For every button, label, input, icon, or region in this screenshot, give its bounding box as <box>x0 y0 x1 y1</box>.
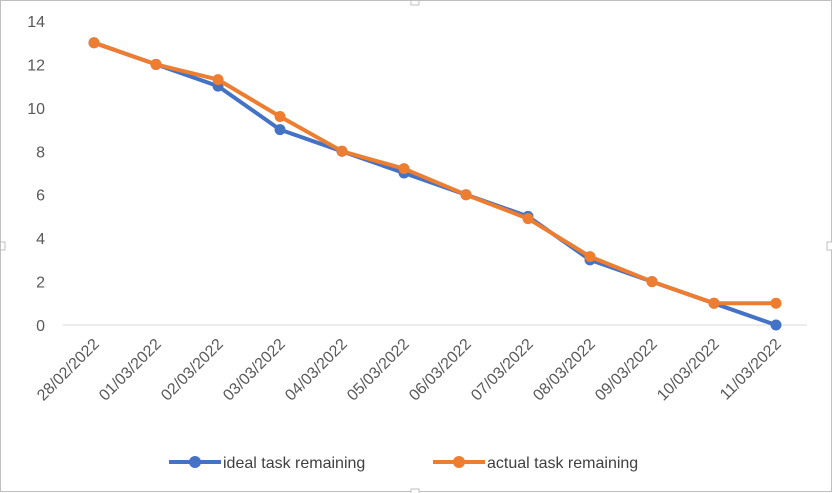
y-axis: 0 2 4 6 8 10 12 14 <box>27 14 45 335</box>
data-point <box>274 124 286 136</box>
legend-marker-icon <box>453 456 465 468</box>
x-tick-label: 06/03/2022 <box>406 336 475 405</box>
legend-item-2: actual task remaining <box>433 455 638 472</box>
y-tick-label: 4 <box>36 231 45 248</box>
data-point <box>770 297 782 309</box>
y-tick-label: 12 <box>27 57 45 74</box>
y-tick-label: 2 <box>36 275 45 292</box>
x-tick-label: 01/03/2022 <box>96 336 165 405</box>
plot-area <box>88 37 782 331</box>
x-tick-label: 04/03/2022 <box>282 336 351 405</box>
x-tick-label: 05/03/2022 <box>344 336 413 405</box>
resize-handle-top[interactable] <box>410 1 420 6</box>
x-tick-label: 07/03/2022 <box>468 336 537 405</box>
x-axis: 28/02/202201/03/202202/03/202203/03/2022… <box>34 324 807 405</box>
data-point <box>88 37 100 49</box>
data-point <box>212 74 224 86</box>
data-point <box>584 251 596 263</box>
x-tick-label: 08/03/2022 <box>530 336 599 405</box>
x-tick-label: 09/03/2022 <box>592 336 661 405</box>
resize-handle-right[interactable] <box>826 241 832 251</box>
data-point <box>646 276 658 288</box>
x-tick-label: 28/02/2022 <box>34 336 103 405</box>
legend-marker-icon <box>189 456 201 468</box>
y-tick-label: 10 <box>27 101 45 118</box>
legend-label: ideal task remaining <box>223 455 365 472</box>
x-tick-label: 11/03/2022 <box>717 336 785 404</box>
x-tick-label: 03/03/2022 <box>220 336 289 405</box>
data-point <box>460 189 472 201</box>
resize-handle-left[interactable] <box>1 241 6 251</box>
y-tick-label: 8 <box>36 144 45 161</box>
legend-label: actual task remaining <box>487 455 638 472</box>
y-tick-label: 14 <box>27 14 45 31</box>
data-point <box>770 319 782 331</box>
data-point <box>274 111 286 123</box>
series-line-2 <box>92 40 778 306</box>
legend-item-1: ideal task remaining <box>169 455 365 472</box>
data-point <box>522 213 534 225</box>
data-point <box>398 163 410 175</box>
y-tick-label: 0 <box>36 318 45 335</box>
y-tick-label: 6 <box>36 188 45 205</box>
data-point <box>150 58 162 70</box>
legend: ideal task remaining actual task remainin… <box>169 455 638 472</box>
x-tick-label: 10/03/2022 <box>654 336 723 405</box>
data-point <box>336 145 348 157</box>
x-tick-label: 02/03/2022 <box>158 336 227 405</box>
resize-handle-bottom[interactable] <box>410 488 420 493</box>
data-point <box>708 297 720 309</box>
